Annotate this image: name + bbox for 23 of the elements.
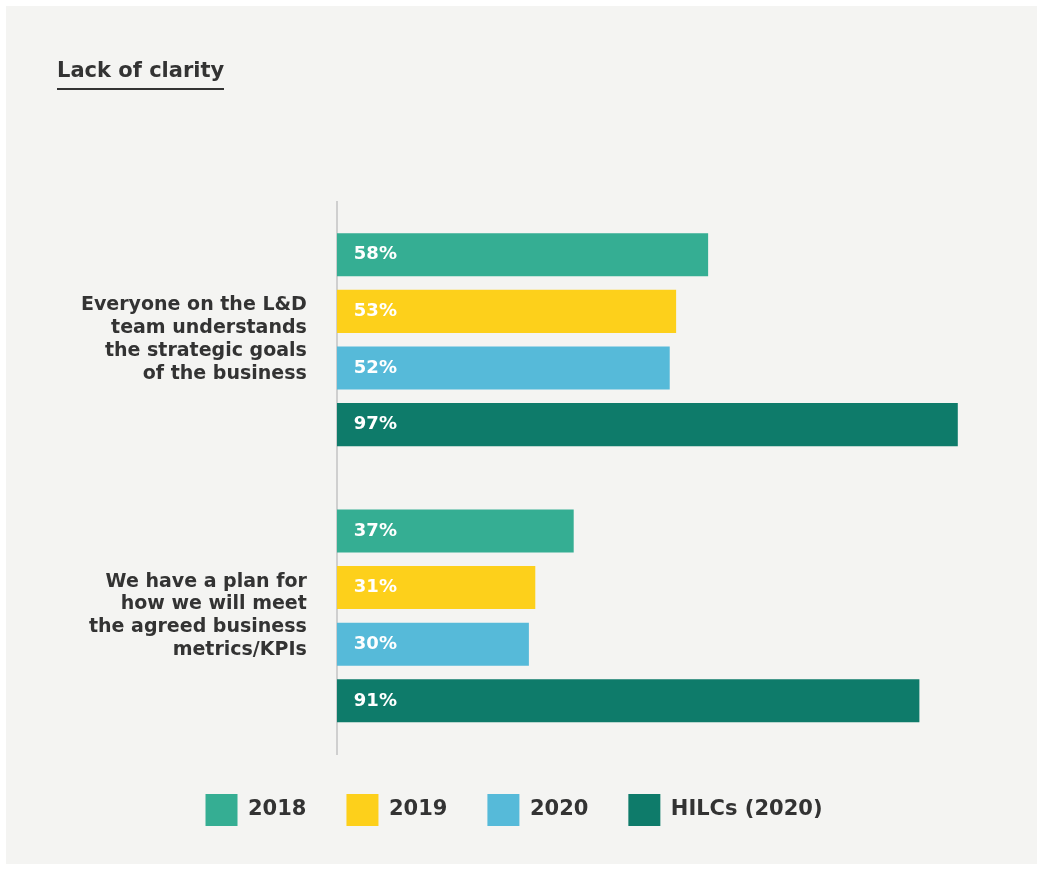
legend-label: 2018 <box>248 796 307 821</box>
bar <box>336 233 709 277</box>
bar <box>336 403 958 447</box>
legend-label: 2019 <box>388 796 448 821</box>
legend-label: 2020 <box>529 796 589 821</box>
bar <box>336 679 920 723</box>
data-label: 58% <box>353 242 397 264</box>
text: Lack of clarity <box>57 58 225 90</box>
y-tick-label: Everyone on the L&D team understands the strategic goals of the business <box>80 292 307 383</box>
legend-label: HILCs (2020) <box>670 796 823 821</box>
bar <box>336 622 529 666</box>
y-tick-label: We have a plan for how we will meet the agreed business metrics/KPIs <box>88 568 308 660</box>
bar <box>336 509 574 553</box>
data-label: 37% <box>353 518 397 540</box>
data-label: 31% <box>353 575 397 597</box>
data-label: 91% <box>353 688 397 710</box>
data-label: 97% <box>353 412 397 434</box>
bar <box>336 346 670 390</box>
data-label: 53% <box>353 299 397 321</box>
data-label: 52% <box>353 355 397 377</box>
bar <box>336 289 677 333</box>
bar <box>336 566 536 610</box>
data-label: 30% <box>353 631 397 653</box>
